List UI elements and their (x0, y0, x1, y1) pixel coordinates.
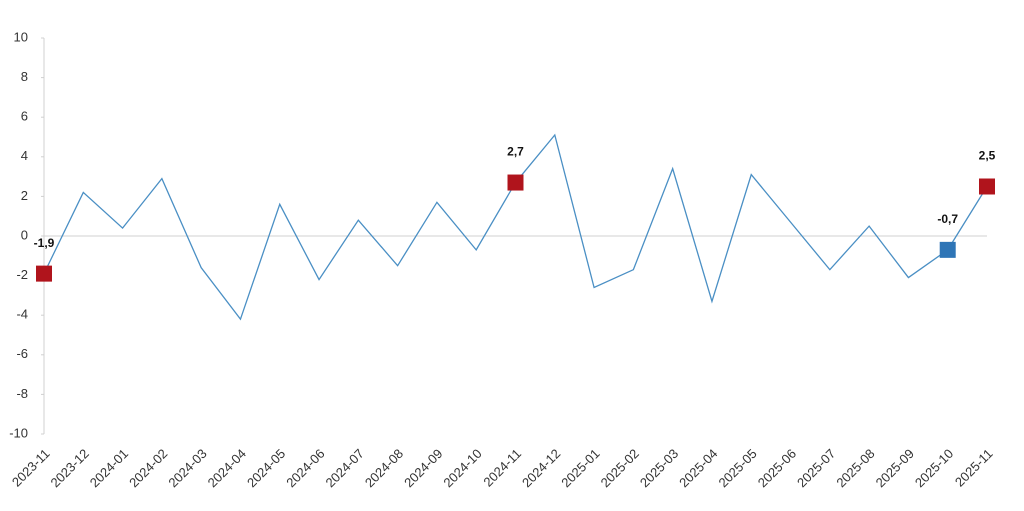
y-tick-label: 10 (14, 29, 28, 44)
data-label: 2,5 (979, 149, 996, 163)
x-tick-label: 2025-02 (598, 446, 642, 490)
x-tick-label: 2024-08 (362, 446, 406, 490)
marker (36, 265, 52, 282)
y-tick-label: -4 (16, 307, 28, 322)
x-tick-label: 2025-01 (558, 446, 602, 490)
y-tick-label: -6 (16, 346, 28, 361)
x-tick-label: 2025-11 (952, 446, 996, 490)
marker (979, 178, 995, 195)
x-tick-label: 2025-10 (912, 446, 956, 490)
x-tick-label: 2024-04 (205, 446, 249, 490)
x-tick-label: 2024-05 (244, 446, 288, 490)
y-tick-label: -8 (16, 386, 28, 401)
y-tick-label: 4 (21, 148, 28, 163)
x-tick-label: 2023-12 (47, 446, 91, 490)
marker (939, 241, 956, 258)
marker (507, 174, 524, 191)
x-tick-label: 2024-01 (87, 446, 131, 490)
x-tick-label: 2025-09 (873, 446, 917, 490)
data-line (43, 133, 988, 321)
x-tick-label: 2023-11 (9, 446, 53, 490)
x-tick-label: 2025-03 (637, 446, 681, 490)
x-tick-label: 2024-06 (283, 446, 327, 490)
y-tick-label: 8 (21, 69, 28, 84)
x-tick-label: 2024-02 (126, 446, 170, 490)
y-tick-label: 6 (21, 109, 28, 124)
data-label: -0,7 (937, 212, 958, 226)
x-tick-label: 2025-05 (715, 446, 759, 490)
y-tick-label: 0 (21, 227, 28, 242)
x-tick-label: 2025-04 (676, 446, 720, 490)
y-tick-label: 2 (21, 188, 28, 203)
x-tick-label: 2024-07 (323, 446, 367, 490)
x-tick-label: 2024-09 (401, 446, 445, 490)
y-tick-label: -2 (16, 267, 28, 282)
x-tick-label: 2024-12 (519, 446, 563, 490)
x-tick-label: 2024-03 (165, 446, 209, 490)
x-tick-label: 2024-10 (440, 446, 484, 490)
data-label: 2,7 (507, 145, 524, 159)
x-tick-label: 2025-06 (755, 446, 799, 490)
data-label: -1,9 (34, 236, 55, 250)
x-tick-label: 2025-08 (833, 446, 877, 490)
y-tick-label: -10 (9, 425, 28, 440)
x-tick-label: 2024-11 (480, 446, 524, 490)
x-tick-label: 2025-07 (794, 446, 838, 490)
